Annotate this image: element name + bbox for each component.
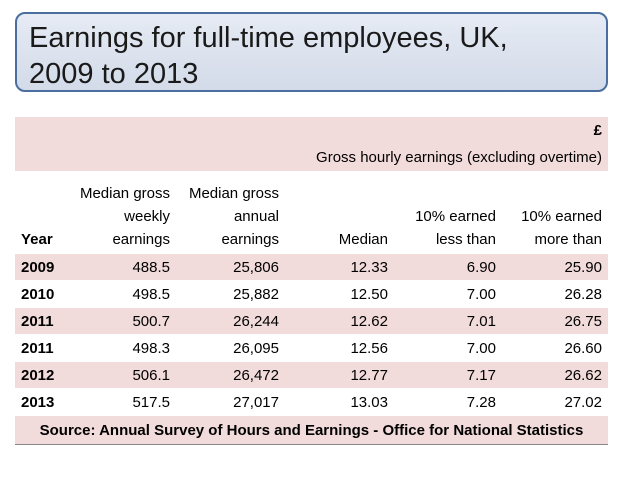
table-row: 2009 488.5 25,806 12.33 6.90 25.90 bbox=[15, 254, 608, 281]
cell-median: 12.50 bbox=[285, 280, 394, 308]
cell-annual: 27,017 bbox=[176, 388, 285, 416]
cell-year: 2012 bbox=[15, 361, 70, 389]
header-median: Median bbox=[338, 231, 388, 248]
cell-less-than: 7.28 bbox=[394, 388, 502, 416]
header-row: Year Median gross weekly earnings Median… bbox=[15, 171, 608, 254]
cell-less-than: 7.17 bbox=[394, 361, 502, 389]
header-annual: Median gross annual earnings bbox=[188, 185, 279, 248]
cell-year: 2010 bbox=[15, 280, 70, 308]
cell-median: 13.03 bbox=[285, 388, 394, 416]
cell-annual: 26,472 bbox=[176, 361, 285, 389]
table-row: 2010 498.5 25,882 12.50 7.00 26.28 bbox=[15, 280, 608, 308]
title-line-1: Earnings for full-time employees, UK, bbox=[29, 22, 508, 54]
cell-weekly: 500.7 bbox=[70, 307, 176, 335]
source-note: Source: Annual Survey of Hours and Earni… bbox=[15, 415, 608, 445]
source-row: Source: Annual Survey of Hours and Earni… bbox=[15, 415, 608, 445]
cell-weekly: 498.3 bbox=[70, 334, 176, 362]
cell-annual: 25,806 bbox=[176, 254, 285, 281]
cell-median: 12.77 bbox=[285, 361, 394, 389]
cell-annual: 25,882 bbox=[176, 280, 285, 308]
cell-less-than: 7.00 bbox=[394, 334, 502, 362]
caption-row: Gross hourly earnings (excluding overtim… bbox=[15, 143, 608, 171]
cell-more-than: 26.75 bbox=[502, 307, 608, 335]
unit-row: £ bbox=[15, 117, 608, 143]
cell-weekly: 506.1 bbox=[70, 361, 176, 389]
table-row: 2011 498.3 26,095 12.56 7.00 26.60 bbox=[15, 334, 608, 362]
cell-year: 2009 bbox=[15, 254, 70, 281]
header-less-than: 10% earned less than bbox=[415, 208, 496, 248]
cell-median: 12.33 bbox=[285, 254, 394, 281]
cell-median: 12.62 bbox=[285, 307, 394, 335]
header-year: Year bbox=[21, 231, 53, 248]
header-weekly: Median gross weekly earnings bbox=[79, 185, 170, 248]
header-more-than: 10% earned more than bbox=[521, 208, 602, 248]
cell-more-than: 26.60 bbox=[502, 334, 608, 362]
cell-more-than: 27.02 bbox=[502, 388, 608, 416]
cell-median: 12.56 bbox=[285, 334, 394, 362]
cell-annual: 26,095 bbox=[176, 334, 285, 362]
cell-year: 2011 bbox=[15, 307, 70, 335]
cell-more-than: 26.28 bbox=[502, 280, 608, 308]
earnings-table: £ Gross hourly earnings (excluding overt… bbox=[15, 117, 608, 445]
cell-less-than: 7.00 bbox=[394, 280, 502, 308]
cell-weekly: 498.5 bbox=[70, 280, 176, 308]
cell-annual: 26,244 bbox=[176, 307, 285, 335]
table-row: 2013 517.5 27,017 13.03 7.28 27.02 bbox=[15, 388, 608, 416]
cell-year: 2011 bbox=[15, 334, 70, 362]
title-line-2: 2009 to 2013 bbox=[29, 58, 199, 90]
cell-year: 2013 bbox=[15, 388, 70, 416]
cell-weekly: 488.5 bbox=[70, 254, 176, 281]
table-caption: Gross hourly earnings (excluding overtim… bbox=[15, 143, 608, 171]
table-row: 2011 500.7 26,244 12.62 7.01 26.75 bbox=[15, 307, 608, 335]
cell-more-than: 25.90 bbox=[502, 254, 608, 281]
cell-less-than: 6.90 bbox=[394, 254, 502, 281]
cell-weekly: 517.5 bbox=[70, 388, 176, 416]
cell-more-than: 26.62 bbox=[502, 361, 608, 389]
table-row: 2012 506.1 26,472 12.77 7.17 26.62 bbox=[15, 361, 608, 389]
cell-less-than: 7.01 bbox=[394, 307, 502, 335]
slide-title: Earnings for full-time employees, UK, 20… bbox=[15, 12, 608, 92]
unit-label: £ bbox=[15, 117, 608, 143]
